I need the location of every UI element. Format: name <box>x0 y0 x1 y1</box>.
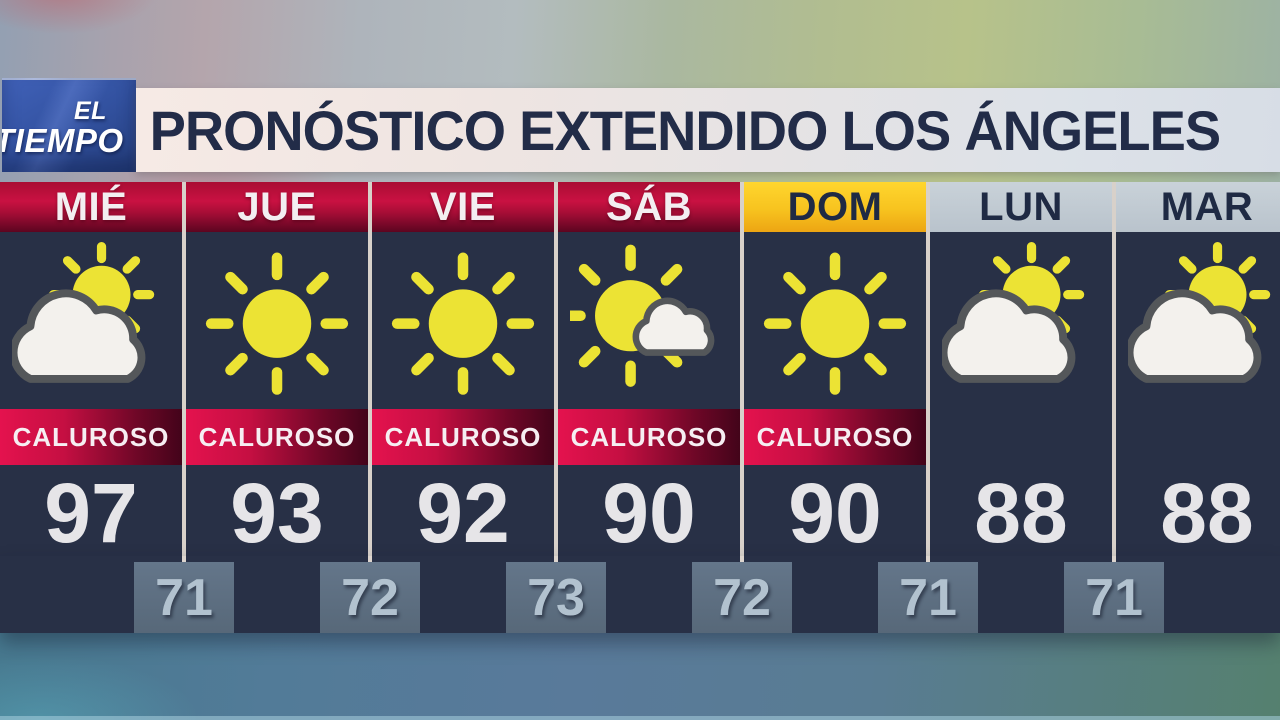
divider-tick <box>554 556 558 566</box>
condition-badge: CALUROSO <box>186 409 368 465</box>
condition-badge <box>930 409 1112 465</box>
forecast-day-column-lun: LUN 88 <box>930 182 1116 556</box>
low-temperature-badge: 71 <box>134 562 234 633</box>
divider-tick <box>740 556 744 566</box>
divider-tick <box>368 556 372 566</box>
condition-badge <box>1116 409 1280 465</box>
sunny-icon <box>198 242 356 400</box>
forecast-columns: MIÉ CALUROSO 97 JUE CALUROSO 93 VIE <box>0 182 1280 556</box>
sun-behind-cloud-icon <box>942 242 1100 400</box>
logo-line-1: EL <box>74 97 107 125</box>
high-temperature: 92 <box>372 470 554 556</box>
day-label: JUE <box>186 182 368 232</box>
forecast-day-column-dom: DOM CALUROSO 90 <box>744 182 930 556</box>
sunny-icon <box>384 242 542 400</box>
condition-badge: CALUROSO <box>558 409 740 465</box>
low-temperature-badge: 72 <box>692 562 792 633</box>
sunny-icon <box>756 242 914 400</box>
condition-badge: CALUROSO <box>744 409 926 465</box>
high-temperature: 90 <box>558 470 740 556</box>
day-label: DOM <box>744 182 926 232</box>
divider-tick <box>926 556 930 566</box>
day-label: MIÉ <box>0 182 182 232</box>
high-temperature: 97 <box>0 470 182 556</box>
divider-tick <box>1112 556 1116 566</box>
logo-line-2: TIEMPO <box>2 122 124 159</box>
sun-behind-cloud-icon <box>1128 242 1280 400</box>
day-label: SÁB <box>558 182 740 232</box>
sun-with-small-cloud-icon <box>570 242 728 400</box>
forecast-day-column-vie: VIE CALUROSO 92 <box>372 182 558 556</box>
day-label: MAR <box>1116 182 1280 232</box>
condition-badge: CALUROSO <box>372 409 554 465</box>
forecast-day-column-jue: JUE CALUROSO 93 <box>186 182 372 556</box>
forecast-day-column-mie: MIÉ CALUROSO 97 <box>0 182 186 556</box>
page-title: PRONÓSTICO EXTENDIDO LOS ÁNGELES <box>149 98 1222 162</box>
low-temperature-badge: 72 <box>320 562 420 633</box>
day-label: LUN <box>930 182 1112 232</box>
day-label: VIE <box>372 182 554 232</box>
sun-behind-cloud-icon <box>12 242 170 400</box>
low-temperature-badge: 73 <box>506 562 606 633</box>
high-temperature: 93 <box>186 470 368 556</box>
title-bar: PRONÓSTICO EXTENDIDO LOS ÁNGELES <box>136 88 1280 172</box>
divider-tick <box>182 556 186 566</box>
low-temperature-badge: 71 <box>878 562 978 633</box>
el-tiempo-logo: EL TIEMPO <box>2 78 136 172</box>
condition-badge: CALUROSO <box>0 409 182 465</box>
forecast-day-column-mar: MAR 88 <box>1116 182 1280 556</box>
high-temperature: 88 <box>930 470 1112 556</box>
high-temperature: 90 <box>744 470 926 556</box>
high-temperature: 88 <box>1116 470 1280 556</box>
forecast-day-column-sab: SÁB CALUROSO 90 <box>558 182 744 556</box>
low-temperature-badge: 71 <box>1064 562 1164 633</box>
